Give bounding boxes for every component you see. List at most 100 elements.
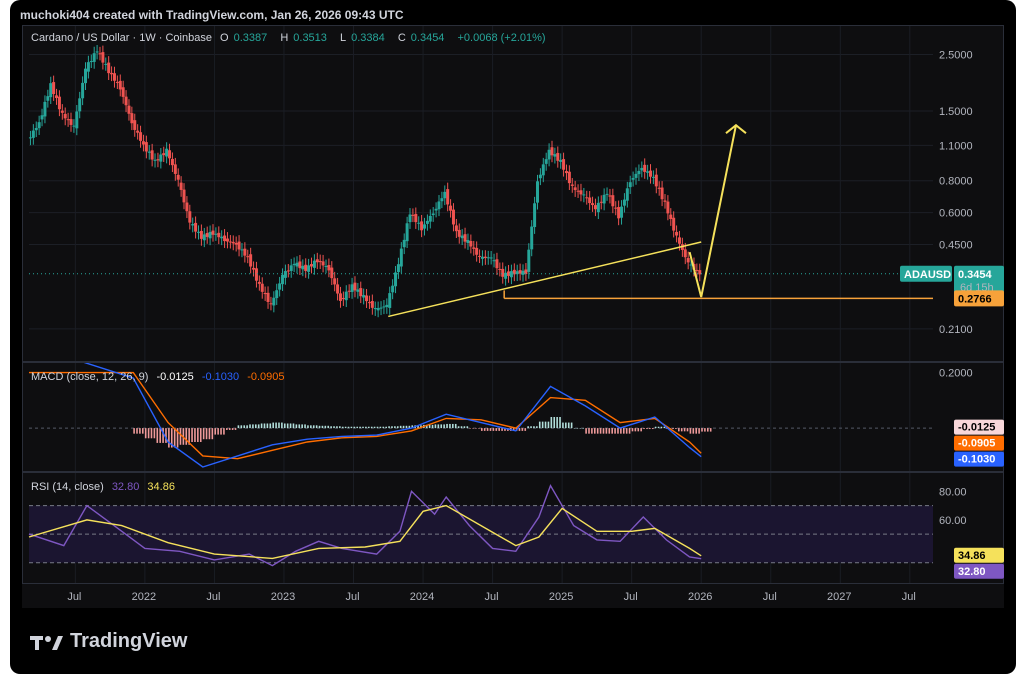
candle-body <box>225 238 229 242</box>
candle-body <box>115 81 119 83</box>
macd-histogram-bar <box>620 428 622 434</box>
price-axis-label: 0.2100 <box>939 324 973 336</box>
candle-body <box>176 174 180 180</box>
candle-body <box>86 62 90 72</box>
candle-body <box>579 190 583 195</box>
candle-body <box>92 53 96 62</box>
candle-body <box>379 307 383 309</box>
candle-body <box>672 217 676 231</box>
macd-histogram-bar <box>286 423 289 429</box>
macd-histogram-bar <box>350 426 353 429</box>
candle-body <box>34 128 38 131</box>
macd-histogram-bar <box>240 425 243 429</box>
candle-body <box>628 182 632 188</box>
candle-body <box>49 83 53 98</box>
candle-body <box>150 150 154 160</box>
macd-histogram-bar <box>675 428 677 430</box>
candle-body <box>472 247 476 249</box>
candle-body <box>98 53 102 55</box>
candle-body <box>686 258 690 263</box>
candle-body <box>315 259 319 263</box>
tradingview-logo[interactable]: TradingView <box>30 630 187 653</box>
macd-histogram-bar <box>263 423 266 429</box>
candle-body <box>28 137 32 139</box>
candle-body <box>95 51 99 53</box>
candle-body <box>130 113 134 124</box>
support-price-badge-bg <box>954 290 1004 307</box>
macd-histogram-bar <box>185 428 188 445</box>
macd-histogram-bar <box>420 425 422 429</box>
candle-body <box>75 111 79 129</box>
macd-histogram-bar <box>362 426 364 429</box>
candle-body <box>457 229 461 237</box>
candle-body <box>512 269 516 275</box>
candle-body <box>165 148 169 157</box>
tradingview-logo-icon <box>30 635 63 650</box>
macd-histogram-bar <box>243 425 246 429</box>
candle-body <box>362 295 366 298</box>
candle-body <box>57 96 61 110</box>
candle-body <box>454 225 458 232</box>
macd-histogram-bar <box>446 423 448 429</box>
macd-histogram-bar <box>142 428 144 434</box>
candle-body <box>509 271 513 278</box>
candle-body <box>443 191 447 199</box>
macd-histogram-bar <box>176 428 179 448</box>
rsi-ma-badge-bg <box>954 547 1004 563</box>
macd-histogram-bar <box>454 423 457 429</box>
rsi-ma-badge: 34.86 <box>958 550 986 562</box>
macd-histogram-bar <box>695 428 698 434</box>
chart-frame: muchoki404 created with TradingView.com,… <box>10 0 1016 674</box>
macd-histogram-bar <box>672 428 674 430</box>
candle-body <box>588 197 592 204</box>
macd-histogram-bar <box>492 428 495 431</box>
macd-histogram-bar <box>252 424 254 429</box>
candle-body <box>72 125 76 127</box>
rsi-line <box>28 483 702 567</box>
macd-histogram-bar <box>449 423 451 429</box>
macd-histogram-bar <box>223 428 225 435</box>
price-chart-svg[interactable]: 2.5000 1.5000 1.1000 0.8000 0.6000 0.4500 0.21… <box>23 26 1005 361</box>
macd-histogram-bar <box>663 426 666 429</box>
candle-body <box>669 214 673 220</box>
candle-body <box>341 297 345 300</box>
macd-panel[interactable]: MACD (close, 12, 26, 9) -0.0125 -0.1030 … <box>22 344 1005 472</box>
macd-histogram-bar <box>425 424 428 429</box>
macd-histogram-bar <box>281 422 283 429</box>
price-panel[interactable]: Cardano / US Dollar · 1W · Coinbase O 0.3… <box>22 25 1004 362</box>
macd-histogram-bar <box>411 425 414 429</box>
candle-body <box>214 233 218 235</box>
candle-body <box>625 188 629 201</box>
macd-histogram-bar <box>228 428 231 430</box>
price-legend: Cardano / US Dollar · 1W · Coinbase O 0.3… <box>31 32 551 44</box>
candle-body <box>365 295 369 302</box>
time-axis-label: Jul <box>902 591 916 603</box>
macd-chart-svg[interactable]: 0.2000 -0.0125 -0.0905 -0.1030 <box>23 344 1005 471</box>
candle-body <box>310 264 313 267</box>
time-axis-label: 2027 <box>827 591 851 603</box>
symbol-title[interactable]: Cardano / US Dollar · 1W · Coinbase <box>31 32 212 44</box>
candle-body <box>562 159 566 170</box>
candle-body <box>327 264 331 271</box>
candle-body <box>321 261 325 266</box>
rsi-chart-svg[interactable]: 80.00 60.00 34.86 32.80 <box>23 473 1005 583</box>
candle-body <box>324 266 328 268</box>
macd-signal-badge: -0.0905 <box>958 438 995 450</box>
macd-histogram-bar <box>657 426 660 429</box>
candle-body <box>414 213 418 223</box>
candle-body <box>567 171 571 184</box>
time-axis[interactable]: Jul 2022 Jul 2023 Jul 2024 Jul 2025 Jul 2026 Jul 20… <box>22 584 1004 608</box>
candle-body <box>657 187 661 189</box>
candle-body <box>695 269 699 271</box>
rsi-panel[interactable]: RSI (14, close) 32.80 34.86 80.00 60.00 34… <box>22 472 1004 584</box>
macd-histogram-bar <box>388 426 390 429</box>
candle-body <box>596 202 600 213</box>
macd-histogram-bar <box>533 426 535 429</box>
macd-histogram-bar <box>237 425 240 429</box>
candle-body <box>614 207 618 209</box>
macd-histogram-bar <box>136 428 138 434</box>
candle-body <box>640 167 644 171</box>
candle-body <box>396 264 400 273</box>
macd-histogram-bar <box>434 424 437 429</box>
candle-body <box>292 263 296 266</box>
